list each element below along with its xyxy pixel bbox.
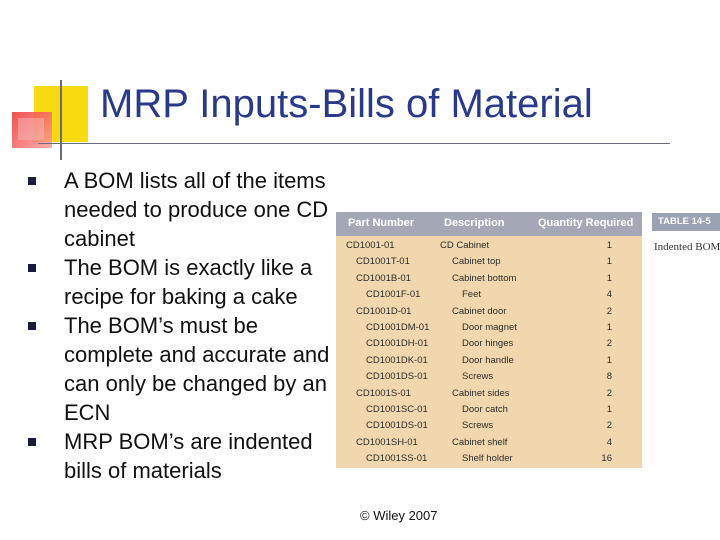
square-bullet-icon: [28, 438, 36, 446]
part-number-cell: CD1001T-01: [356, 256, 410, 268]
header-part-number: Part Number: [348, 217, 415, 229]
table-row: CD1001DS-01 Screws 8: [336, 369, 642, 385]
quantity-cell: 2: [606, 305, 612, 317]
part-number-cell: CD1001SC-01: [366, 403, 428, 415]
table-row: CD1001DS-01 Screws 2: [336, 418, 642, 434]
bom-table-header: Part Number Description Quantity Require…: [336, 212, 642, 236]
table-caption: Indented BOM: [654, 241, 720, 253]
bom-table: Part Number Description Quantity Require…: [336, 212, 642, 468]
quantity-cell: 4: [606, 436, 612, 448]
quantity-cell: 16: [601, 453, 612, 465]
description-cell: CD Cabinet: [440, 240, 490, 251]
bullet-item: A BOM lists all of the items needed to p…: [28, 166, 338, 253]
bullet-text: The BOM is exactly like a recipe for bak…: [64, 255, 313, 309]
part-number-cell: CD1001SH-01: [356, 436, 418, 448]
quantity-cell: 1: [606, 354, 612, 366]
description-cell: Cabinet top: [452, 256, 501, 268]
bom-table-body: CD1001-01 CD Cabinet 1 CD1001T-01 Cabinet to…: [336, 238, 642, 467]
quantity-cell: 2: [606, 420, 612, 432]
header-quantity-required: Quantity Required: [538, 217, 634, 229]
table-row: CD1001F-01 Feet 4: [336, 287, 642, 303]
part-number-cell: CD1001DH-01: [366, 338, 429, 350]
quantity-cell: 2: [606, 387, 612, 399]
quantity-cell: 4: [606, 289, 612, 301]
table-row: CD1001SH-01 Cabinet shelf 4: [336, 435, 642, 451]
table-row: CD1001D-01 Cabinet door 2: [336, 304, 642, 320]
bullet-item: The BOM is exactly like a recipe for bak…: [28, 253, 338, 311]
table-number-badge: TABLE 14-5: [652, 213, 720, 231]
decor-pink-square: [18, 118, 44, 140]
bullet-text: A BOM lists all of the items needed to p…: [64, 168, 329, 251]
table-row: CD1001B-01 Cabinet bottom 1: [336, 271, 642, 287]
quantity-cell: 8: [606, 371, 612, 383]
table-row: CD1001S-01 Cabinet sides 2: [336, 386, 642, 402]
copyright-footer: © Wiley 2007: [360, 508, 438, 523]
bullet-text: MRP BOM’s are indented bills of material…: [64, 429, 313, 483]
quantity-cell: 1: [606, 240, 612, 251]
quantity-cell: 1: [606, 272, 612, 284]
table-row: CD1001DM-01 Door magnet 1: [336, 320, 642, 336]
part-number-cell: CD1001DS-01: [366, 420, 428, 432]
part-number-cell: CD1001D-01: [356, 305, 412, 317]
decor-vertical-rule: [60, 80, 62, 160]
description-cell: Cabinet bottom: [452, 272, 517, 284]
part-number-cell: CD1001-01: [346, 240, 395, 251]
part-number-cell: CD1001F-01: [366, 289, 421, 301]
table-row: CD1001DH-01 Door hinges 2: [336, 336, 642, 352]
part-number-cell: CD1001S-01: [356, 387, 411, 399]
bullet-text: The BOM’s must be complete and accurate …: [64, 313, 330, 425]
bullet-list: A BOM lists all of the items needed to p…: [28, 166, 338, 485]
description-cell: Door handle: [462, 354, 514, 366]
description-cell: Door catch: [462, 403, 508, 415]
description-cell: Door hinges: [462, 338, 514, 350]
title-underline-rule: [38, 143, 670, 144]
description-cell: Cabinet door: [452, 305, 507, 317]
table-row: CD1001-01 CD Cabinet 1: [336, 238, 642, 254]
header-description: Description: [444, 217, 505, 229]
part-number-cell: CD1001DM-01: [366, 321, 430, 333]
table-row: CD1001T-01 Cabinet top 1: [336, 254, 642, 270]
description-cell: Cabinet shelf: [452, 436, 508, 448]
description-cell: Screws: [462, 420, 494, 432]
table-row: CD1001SS-01 Shelf holder 16: [336, 451, 642, 467]
part-number-cell: CD1001B-01: [356, 272, 411, 284]
description-cell: Door magnet: [462, 321, 517, 333]
quantity-cell: 1: [606, 256, 612, 268]
quantity-cell: 1: [606, 403, 612, 415]
description-cell: Shelf holder: [462, 453, 513, 465]
table-row: CD1001DK-01 Door handle 1: [336, 353, 642, 369]
part-number-cell: CD1001DS-01: [366, 371, 428, 383]
table-row: CD1001SC-01 Door catch 1: [336, 402, 642, 418]
square-bullet-icon: [28, 177, 36, 185]
bullet-item: The BOM’s must be complete and accurate …: [28, 311, 338, 427]
slide-title: MRP Inputs-Bills of Material: [100, 82, 593, 126]
part-number-cell: CD1001SS-01: [366, 453, 428, 465]
quantity-cell: 1: [606, 321, 612, 333]
bullet-item: MRP BOM’s are indented bills of material…: [28, 427, 338, 485]
quantity-cell: 2: [606, 338, 612, 350]
description-cell: Feet: [462, 289, 482, 301]
square-bullet-icon: [28, 322, 36, 330]
description-cell: Screws: [462, 371, 494, 383]
square-bullet-icon: [28, 264, 36, 272]
description-cell: Cabinet sides: [452, 387, 510, 399]
part-number-cell: CD1001DK-01: [366, 354, 428, 366]
